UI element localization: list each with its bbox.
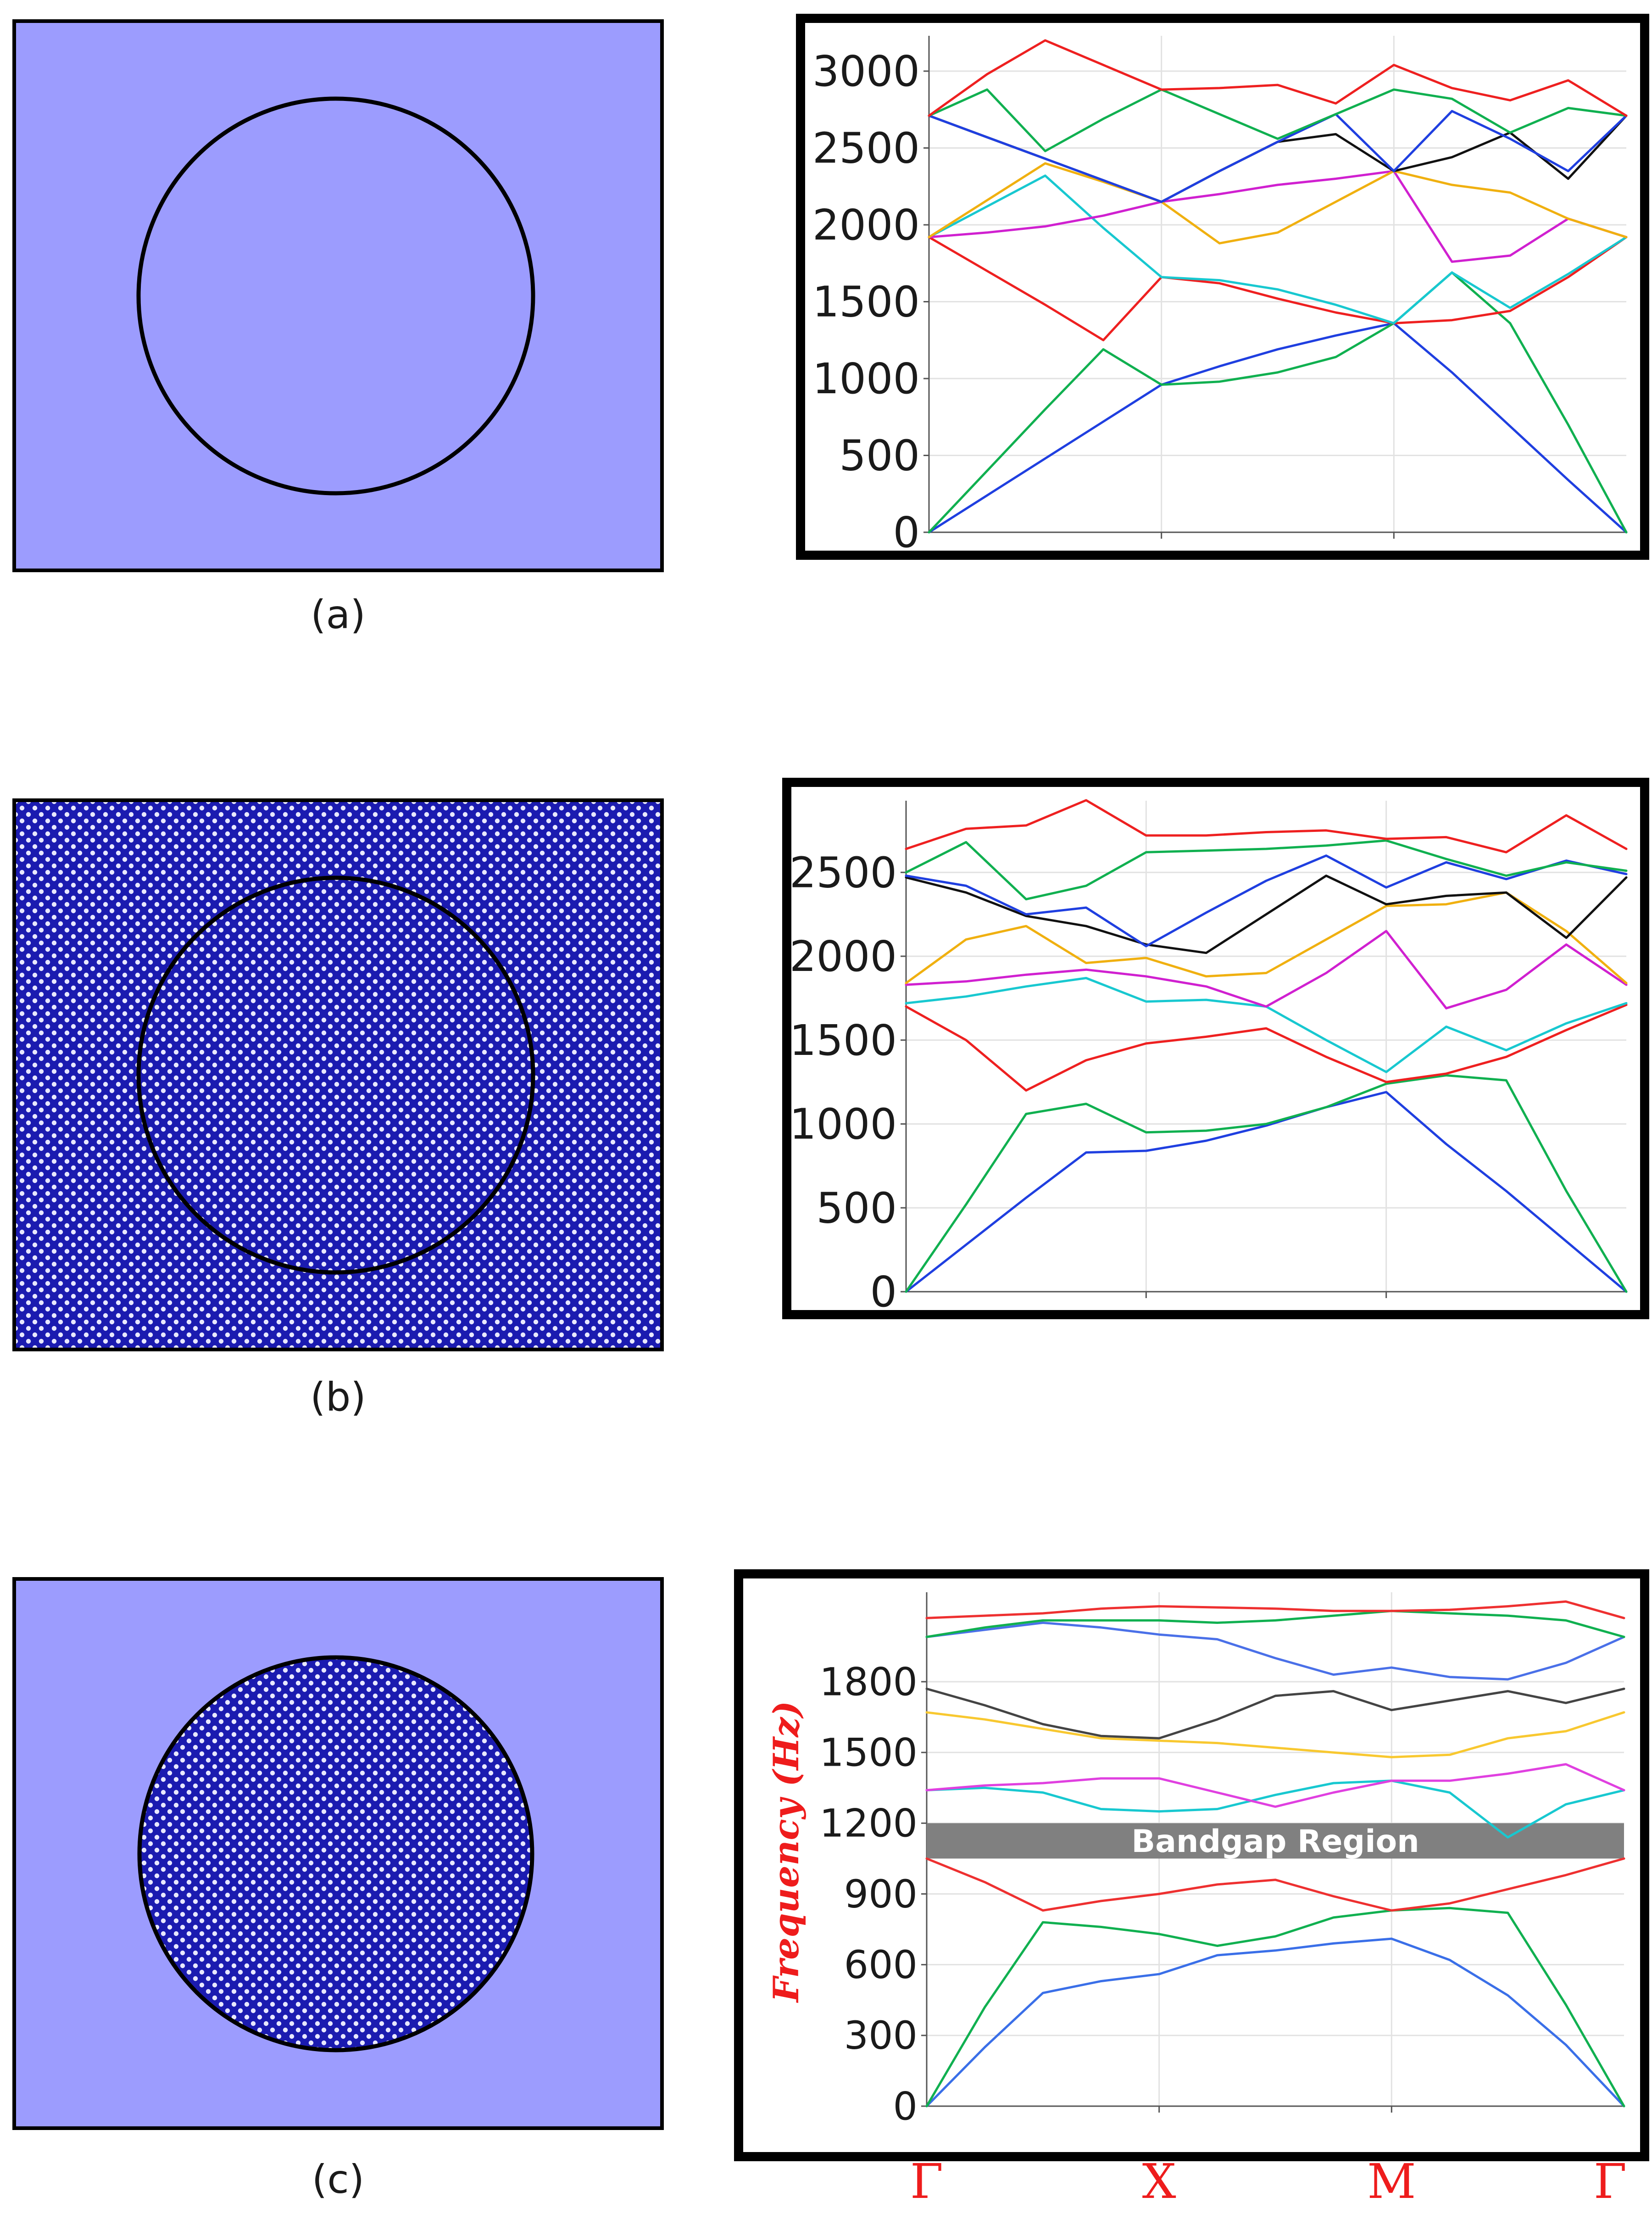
inclusion-lattice: [137, 1655, 534, 2052]
band-series-4: [925, 1779, 1625, 1839]
caption-b: (b): [310, 1374, 366, 1420]
y-tick-label: 2000: [812, 201, 920, 250]
y-tick-label: 300: [844, 2013, 918, 2058]
y-tick-label: 1000: [812, 354, 920, 403]
band-series-10: [905, 799, 1628, 853]
k-point-label: M: [1367, 2153, 1416, 2209]
y-tick-label: 500: [839, 431, 920, 480]
band-series-1: [928, 322, 1628, 534]
band-series-2: [925, 1907, 1625, 2108]
band-series-9: [928, 88, 1628, 152]
band-series-1: [925, 1937, 1625, 2108]
y-tick-label: 1500: [790, 1016, 897, 1065]
y-tick-label: 900: [844, 1872, 918, 1917]
band-chart-b: 0 500 1000 1500 2000 2500: [782, 778, 1649, 1319]
band-series-10: [925, 1600, 1625, 1619]
y-tick-label: 1200: [819, 1801, 918, 1846]
band-series-3: [905, 1004, 1628, 1092]
band-chart-a: 0 500 1000 1500 2000 2500 3000: [796, 14, 1649, 560]
band-series-5: [928, 170, 1628, 263]
y-tick-label: 3000: [812, 47, 920, 96]
y-tick-label: 500: [816, 1183, 897, 1232]
y-tick-label: 1800: [819, 1659, 918, 1704]
band-series-8: [928, 110, 1628, 203]
y-axis-label: Frequency (Hz): [766, 1701, 807, 2003]
unit-cell-b: [12, 798, 664, 1351]
y-tick-label: 2000: [790, 932, 897, 981]
k-point-label: Γ: [1594, 2153, 1627, 2209]
bandgap-region: [927, 1823, 1624, 1859]
band-series-2: [928, 271, 1628, 534]
y-tick-label: 2500: [812, 124, 920, 173]
y-tick-label: 600: [844, 1942, 918, 1987]
y-tick-label: 1000: [790, 1100, 897, 1149]
y-tick-label: 0: [893, 508, 920, 557]
chart-frame: [796, 14, 1649, 560]
y-tick-label: 2500: [790, 848, 897, 897]
band-series-6: [928, 162, 1628, 245]
inclusion-boundary: [136, 876, 535, 1275]
y-tick-label: 0: [893, 2084, 918, 2129]
band-series-3: [925, 1857, 1625, 1912]
caption-a: (a): [311, 592, 366, 638]
band-series-5: [905, 930, 1628, 1009]
band-series-9: [905, 839, 1628, 901]
caption-c: (c): [311, 2157, 365, 2203]
band-series-1: [905, 1091, 1628, 1293]
band-series-6: [925, 1711, 1625, 1758]
matrix-uniform: [12, 19, 664, 572]
band-series-10: [928, 39, 1628, 117]
y-tick-label: 1500: [812, 278, 920, 327]
chart-frame: [734, 1569, 1649, 2161]
band-chart-c: 0 300 600 900 1200 1500 1800 Bandgap Region Freq…: [734, 1569, 1649, 2161]
band-series-5: [925, 1763, 1625, 1808]
unit-cell-a: [12, 19, 664, 572]
band-series-9: [925, 1610, 1625, 1638]
unit-cell-c: [12, 1577, 664, 2130]
y-tick-label: 0: [870, 1267, 897, 1316]
y-tick-label: 1500: [819, 1730, 918, 1775]
band-series-4: [928, 174, 1628, 324]
band-series-8: [905, 854, 1628, 948]
band-series-8: [925, 1622, 1625, 1681]
band-series-7: [925, 1687, 1625, 1740]
matrix-lattice: [12, 798, 664, 1351]
bandgap-label: Bandgap Region: [1131, 1823, 1419, 1860]
k-point-label: X: [1142, 2153, 1176, 2209]
band-series-2: [905, 1074, 1628, 1293]
band-series-3: [928, 236, 1628, 341]
k-point-label: Γ: [910, 2153, 943, 2209]
chart-frame: [782, 778, 1649, 1319]
band-series-7: [905, 875, 1628, 954]
inclusion-boundary: [136, 96, 535, 496]
